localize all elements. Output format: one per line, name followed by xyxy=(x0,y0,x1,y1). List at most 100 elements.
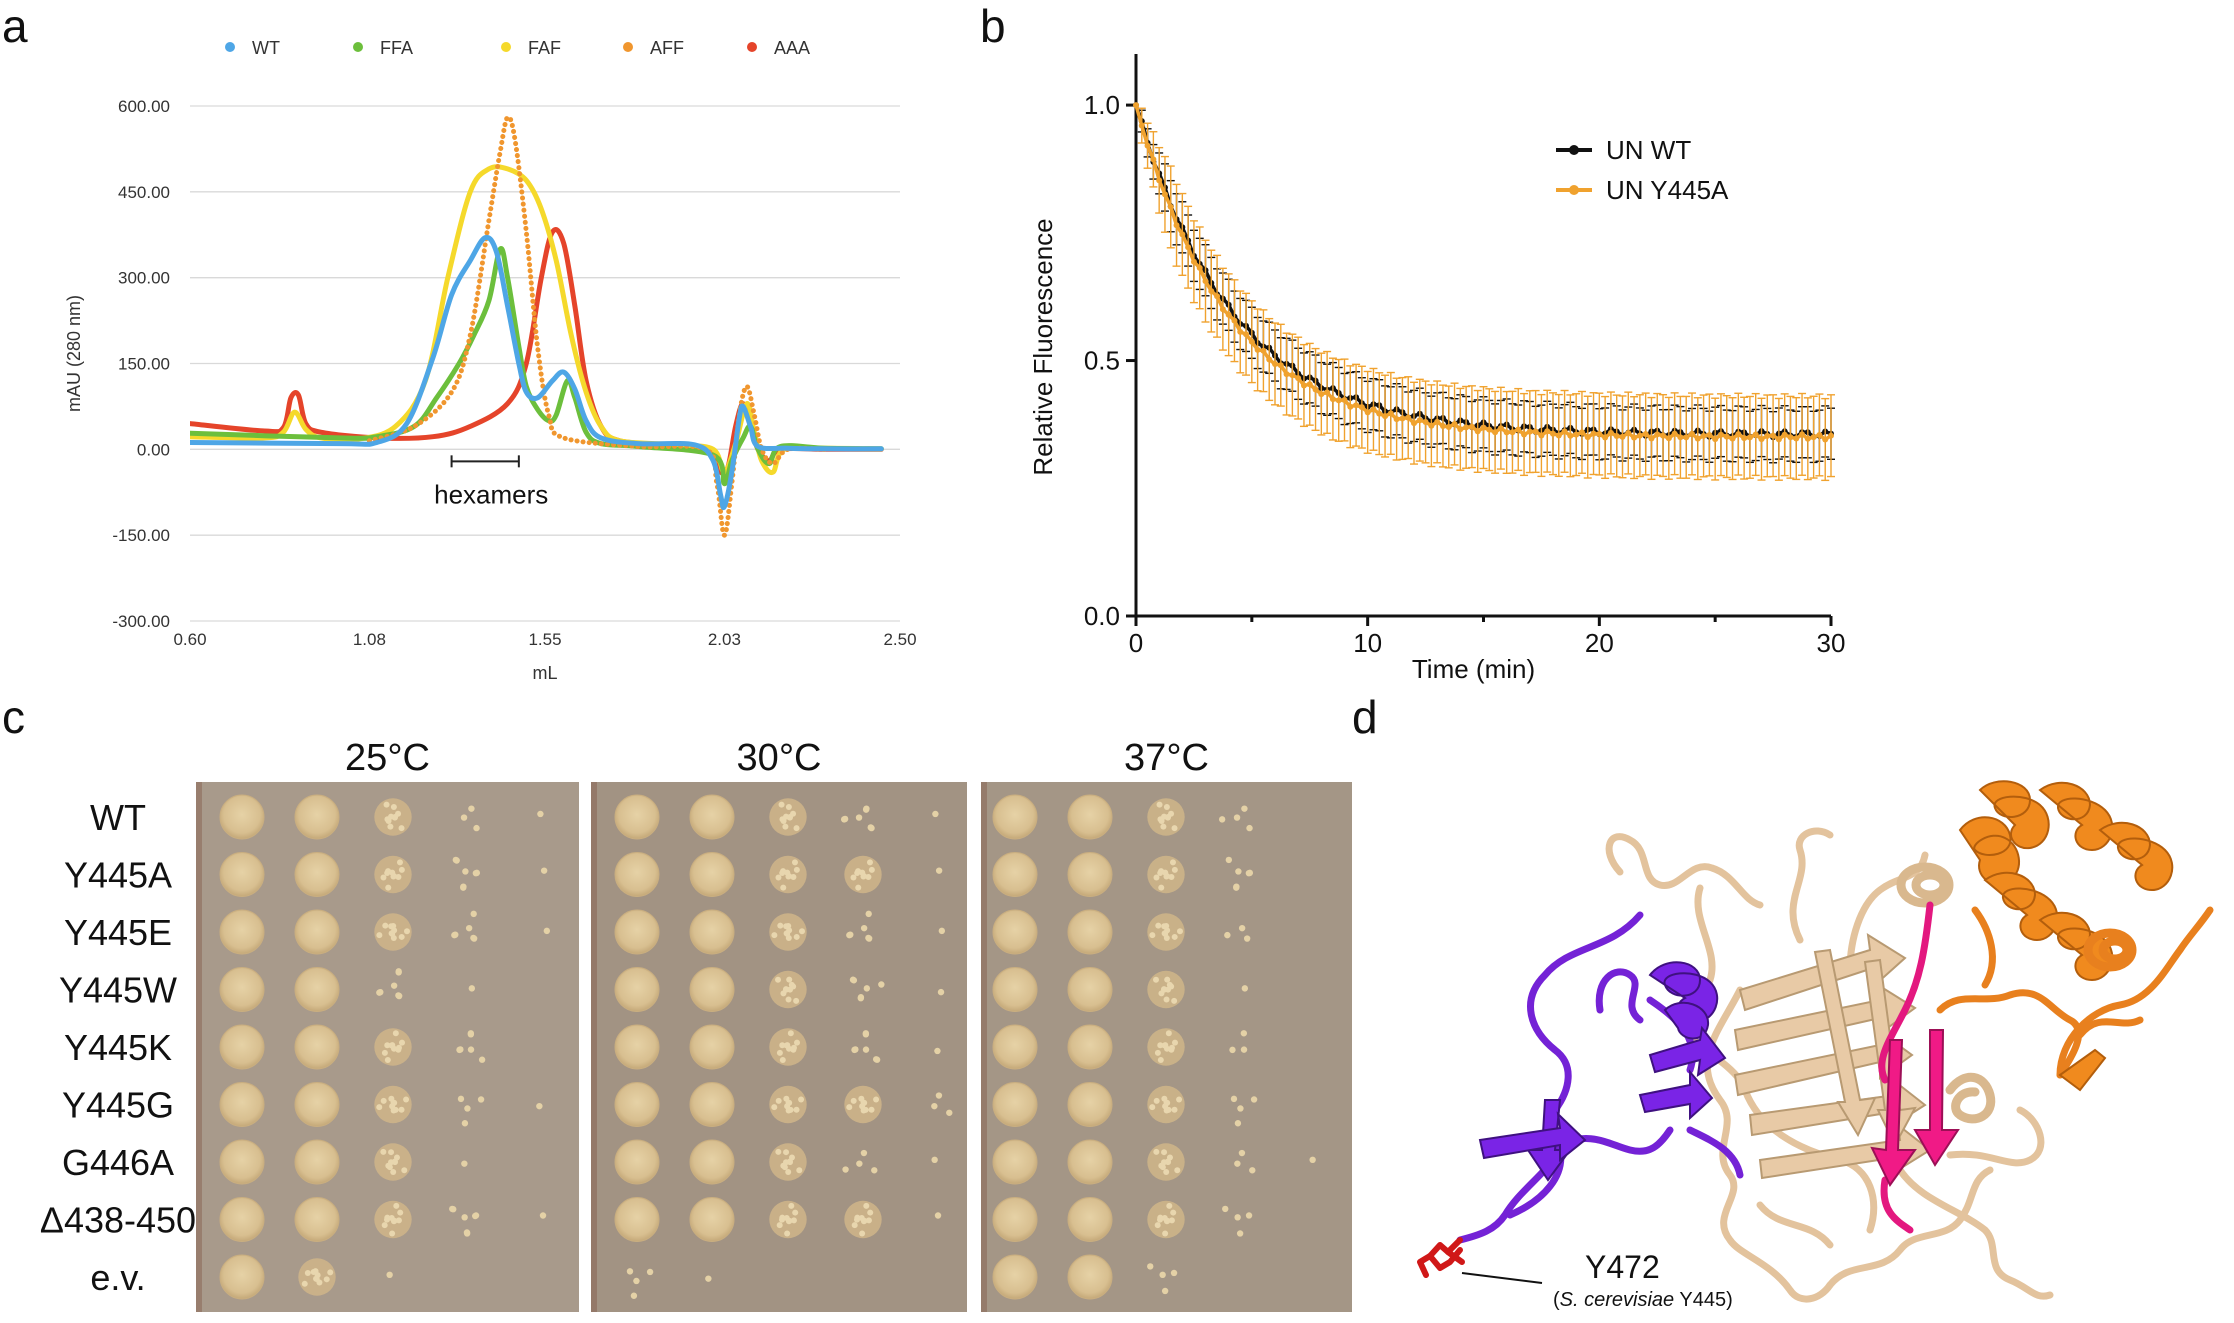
data-point xyxy=(1636,432,1643,439)
colony-dot xyxy=(450,1206,457,1213)
data-point xyxy=(1335,397,1342,404)
panel-d-protein-structure: Y472 (S. cerevisiae Y445) xyxy=(1417,780,2214,1311)
colony-dot xyxy=(460,883,467,890)
colony-dot xyxy=(537,810,544,818)
colony-dot xyxy=(793,997,800,1004)
x-axis-label: Time (min) xyxy=(1412,654,1535,684)
colony-dot xyxy=(313,1275,320,1282)
residue-species-note: (S. cerevisiae Y445) xyxy=(1553,1289,1733,1311)
data-point xyxy=(1376,410,1383,417)
colony-dot xyxy=(1168,874,1175,881)
colony-dot xyxy=(862,806,870,813)
colony-dot xyxy=(385,1162,392,1169)
colony-spot xyxy=(219,852,265,897)
data-point xyxy=(1439,423,1446,430)
colony-dot xyxy=(304,1270,311,1277)
colony-dot xyxy=(399,1039,406,1046)
legend-marker xyxy=(1569,145,1579,155)
colony-dot xyxy=(1160,823,1167,830)
colony-dot xyxy=(536,1102,543,1110)
y-tick-label: 0.5 xyxy=(1084,346,1120,376)
colony-dot xyxy=(1176,1096,1183,1103)
colony-dot xyxy=(1240,1030,1248,1037)
colony-dot xyxy=(381,1049,388,1056)
colony-dot xyxy=(842,1166,849,1173)
data-point xyxy=(1816,431,1823,438)
colony-dot xyxy=(380,1148,387,1155)
colony-dot xyxy=(398,933,405,940)
colony-dot xyxy=(392,1030,399,1037)
colony-dot xyxy=(779,1042,786,1049)
colony-dot xyxy=(385,884,392,891)
y-tick-label: 600.00 xyxy=(118,97,170,116)
colony-dot xyxy=(785,996,792,1003)
data-point xyxy=(1665,435,1672,442)
y-tick-label: -300.00 xyxy=(112,612,170,631)
y-tick-label: 150.00 xyxy=(118,355,170,374)
strain-label: e.v. xyxy=(90,1257,145,1298)
colony-dot xyxy=(1170,1209,1177,1216)
colony-dot xyxy=(862,1046,870,1053)
data-point xyxy=(1422,418,1429,425)
colony-spot xyxy=(614,794,660,840)
colony-dot xyxy=(792,1209,799,1216)
colony-dot xyxy=(946,1109,953,1116)
colony-dot xyxy=(473,824,480,832)
colony-dot xyxy=(860,1218,867,1225)
data-point xyxy=(1370,406,1377,413)
data-point xyxy=(1770,432,1777,439)
colony-dot xyxy=(461,1214,468,1221)
colony-dot xyxy=(786,976,793,983)
colony-dot xyxy=(540,867,548,874)
strain-label: Y445K xyxy=(64,1027,172,1068)
colony-dot xyxy=(1162,1042,1169,1049)
colony-spot xyxy=(614,909,660,955)
data-point xyxy=(1752,431,1759,438)
temperature-label: 37°C xyxy=(1124,737,1209,779)
colony-dot xyxy=(1236,1230,1244,1237)
species-italic: S. cerevisiae xyxy=(1560,1289,1675,1311)
colony-dot xyxy=(390,873,397,880)
data-point xyxy=(1300,382,1307,389)
x-axis-label: mL xyxy=(532,663,557,683)
colony-dot xyxy=(1234,1160,1241,1167)
colony-dot xyxy=(383,801,390,808)
colony-dot xyxy=(1149,932,1156,939)
colony-dot xyxy=(778,801,785,808)
data-point xyxy=(1596,431,1603,438)
plate-edge xyxy=(981,782,987,1312)
x-tick-label: 20 xyxy=(1585,628,1614,658)
colony-dot xyxy=(381,1222,388,1229)
x-tick-label: 1.08 xyxy=(353,630,386,649)
colony-spot xyxy=(219,1197,265,1242)
colony-dot xyxy=(388,1149,395,1156)
colony-dot xyxy=(1224,931,1231,939)
colony-spot xyxy=(1067,794,1113,840)
colony-dot xyxy=(784,1042,791,1049)
colony-dot xyxy=(1161,930,1168,937)
colony-dot xyxy=(470,910,477,918)
colony-dot xyxy=(470,934,477,942)
colony-dot xyxy=(786,1159,793,1166)
colony-dot xyxy=(393,1154,400,1161)
colony-dot xyxy=(785,1168,792,1175)
data-point xyxy=(1538,432,1545,439)
data-point xyxy=(1602,434,1609,441)
data-point xyxy=(1382,413,1389,420)
x-tick-label: 2.50 xyxy=(883,630,916,649)
y-axis-label: mAU (280 nm) xyxy=(64,295,84,412)
colony-dot xyxy=(1249,1167,1256,1174)
data-point xyxy=(1764,432,1771,439)
colony-dot xyxy=(1171,997,1178,1004)
colony-dot xyxy=(1176,928,1183,935)
colony-dot xyxy=(931,1102,938,1110)
colony-dot xyxy=(783,1149,790,1156)
colony-dot xyxy=(384,1057,391,1064)
data-point xyxy=(1358,404,1365,411)
colony-dot xyxy=(852,1046,859,1053)
x-tick-label: 0 xyxy=(1129,628,1143,658)
colony-spot xyxy=(294,909,340,955)
data-point xyxy=(1405,414,1412,421)
colony-dot xyxy=(1237,1105,1244,1112)
data-point xyxy=(1654,431,1661,438)
